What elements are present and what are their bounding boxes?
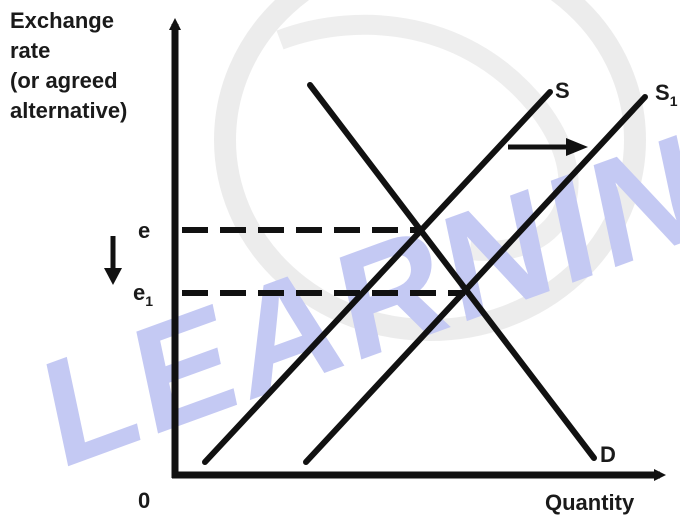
watermark: LEARNING [30,0,680,501]
supply-shift-arrow [508,138,588,156]
supply-curve-s1 [303,94,648,465]
y-axis-label-line: rate [10,38,50,63]
demand-label-d: D [600,442,616,467]
equilibrium-e1-label: e1 [133,280,153,309]
y-axis-label-line: (or agreed [10,68,118,93]
supply-label-s1-main: S [655,80,670,105]
supply-label-s1-sub: 1 [670,93,678,109]
x-axis-label: Quantity [545,490,635,515]
equilibrium-e1-sub: 1 [145,293,153,309]
supply-curve-s [202,89,553,465]
equilibrium-e1-main: e [133,280,145,305]
watermark-ring-swoosh [276,14,579,261]
origin-label: 0 [138,488,150,513]
y-axis-label-line: Exchange [10,8,114,33]
supply-label-s: S [555,78,570,103]
demand-curve-d [307,82,597,461]
watermark-text: LEARNING [30,57,680,501]
y-axis-label: Exchange rate (or agreed alternative) [10,8,127,123]
rate-down-arrow [104,236,122,285]
equilibrium-e-label: e [138,218,150,243]
y-axis-label-line: alternative) [10,98,127,123]
supply-label-s1: S1 [655,80,678,109]
